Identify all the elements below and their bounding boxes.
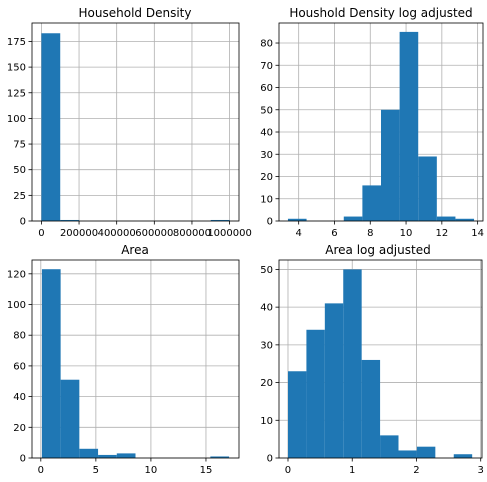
- y-tick-label: 50: [260, 105, 273, 116]
- x-tick-label: 200000: [60, 228, 98, 239]
- y-tick-label: 120: [7, 269, 26, 280]
- y-tick-label: 0: [267, 217, 273, 228]
- y-tick-label: 20: [260, 172, 273, 183]
- y-tick-label: 25: [13, 191, 26, 202]
- x-tick-label: 10: [400, 228, 413, 239]
- y-tick-label: 150: [7, 63, 26, 74]
- histogram-bar: [399, 31, 419, 221]
- y-tick-label: 40: [260, 303, 273, 314]
- y-tick-label: 30: [260, 340, 273, 351]
- household-density-histogram: Household Density 0 200000 400000 600000 800…: [7, 6, 252, 239]
- x-tick-label: 800000: [173, 228, 211, 239]
- y-tick-label: 0: [20, 454, 26, 465]
- y-tick-label: 60: [13, 361, 26, 372]
- axes-frame: [278, 22, 484, 222]
- histogram-bar: [343, 269, 362, 458]
- y-tick-label: 0: [267, 454, 273, 465]
- y-tick-label: 75: [13, 140, 26, 151]
- x-tick-label: 0: [38, 228, 44, 239]
- histogram-bar: [436, 216, 456, 221]
- histogram-bar: [116, 453, 136, 458]
- histogram-bar: [287, 218, 307, 221]
- axes-frame: [31, 22, 240, 222]
- x-tick-label: 14: [471, 228, 484, 239]
- household-density-log-histogram: Houshold Density log adjusted 4 6 8 10 12 14 0…: [260, 6, 484, 239]
- x-tick-label: 0: [285, 465, 291, 476]
- y-tick-label: 80: [260, 39, 273, 50]
- histogram-bar: [416, 446, 436, 458]
- axes-frame: [278, 259, 483, 459]
- histogram-bar: [287, 371, 307, 458]
- x-tick-label: 0: [38, 465, 44, 476]
- histogram-bar: [324, 303, 344, 458]
- y-tick-label: 40: [13, 392, 26, 403]
- y-tick-label: 50: [13, 165, 26, 176]
- histogram-bar: [455, 218, 475, 221]
- y-tick-label: 0: [20, 217, 26, 228]
- x-tick-label: 2: [413, 465, 419, 476]
- histogram-bar: [398, 450, 417, 458]
- histogram-bar: [210, 456, 230, 458]
- histogram-bar: [79, 448, 99, 458]
- x-tick-label: 10: [145, 465, 158, 476]
- y-tick-label: 100: [7, 300, 26, 311]
- y-tick-label: 10: [260, 416, 273, 427]
- panel-title: Houshold Density log adjusted: [289, 6, 472, 20]
- y-tick-label: 80: [13, 331, 26, 342]
- histogram-bar: [98, 454, 117, 458]
- histogram-bar: [380, 435, 399, 458]
- x-tick-label: 600000: [135, 228, 173, 239]
- axes-frame: [31, 259, 240, 459]
- histogram-bar: [41, 33, 61, 222]
- y-tick-label: 40: [260, 128, 273, 139]
- y-tick-label: 20: [260, 378, 273, 389]
- y-tick-label: 70: [260, 61, 273, 72]
- x-tick-label: 1000000: [207, 228, 252, 239]
- panel-title: Household Density: [79, 6, 192, 20]
- histogram-bar: [210, 219, 230, 221]
- y-tick-label: 50: [260, 265, 273, 276]
- x-tick-label: 5: [93, 465, 99, 476]
- panel-title: Area: [121, 243, 149, 257]
- y-tick-label: 10: [260, 194, 273, 205]
- x-tick-label: 8: [367, 228, 373, 239]
- y-tick-label: 100: [7, 114, 26, 125]
- x-tick-label: 6: [331, 228, 337, 239]
- y-tick-label: 30: [260, 150, 273, 161]
- histogram-bar: [343, 216, 363, 221]
- y-tick-label: 175: [7, 37, 26, 48]
- histogram-bar: [306, 329, 325, 458]
- histogram-bar: [361, 359, 381, 458]
- histogram-bar: [362, 185, 381, 221]
- histogram-bar: [60, 379, 80, 458]
- histogram-bar: [41, 269, 61, 458]
- y-tick-label: 20: [13, 423, 26, 434]
- panel-title: Area log adjusted: [325, 243, 430, 257]
- x-tick-label: 3: [478, 465, 484, 476]
- x-tick-label: 1: [349, 465, 355, 476]
- y-tick-label: 60: [260, 83, 273, 94]
- histogram-bar: [381, 109, 400, 221]
- x-tick-label: 15: [200, 465, 213, 476]
- histogram-bar: [60, 219, 80, 221]
- y-tick-label: 125: [7, 88, 26, 99]
- x-tick-label: 400000: [98, 228, 136, 239]
- histogram-bar: [453, 454, 473, 458]
- x-tick-label: 12: [435, 228, 448, 239]
- area-histogram: Area 0 5 10 15 0 20 40 60 80 100 120: [7, 243, 240, 476]
- histogram-bar: [418, 156, 437, 221]
- x-tick-label: 4: [295, 228, 301, 239]
